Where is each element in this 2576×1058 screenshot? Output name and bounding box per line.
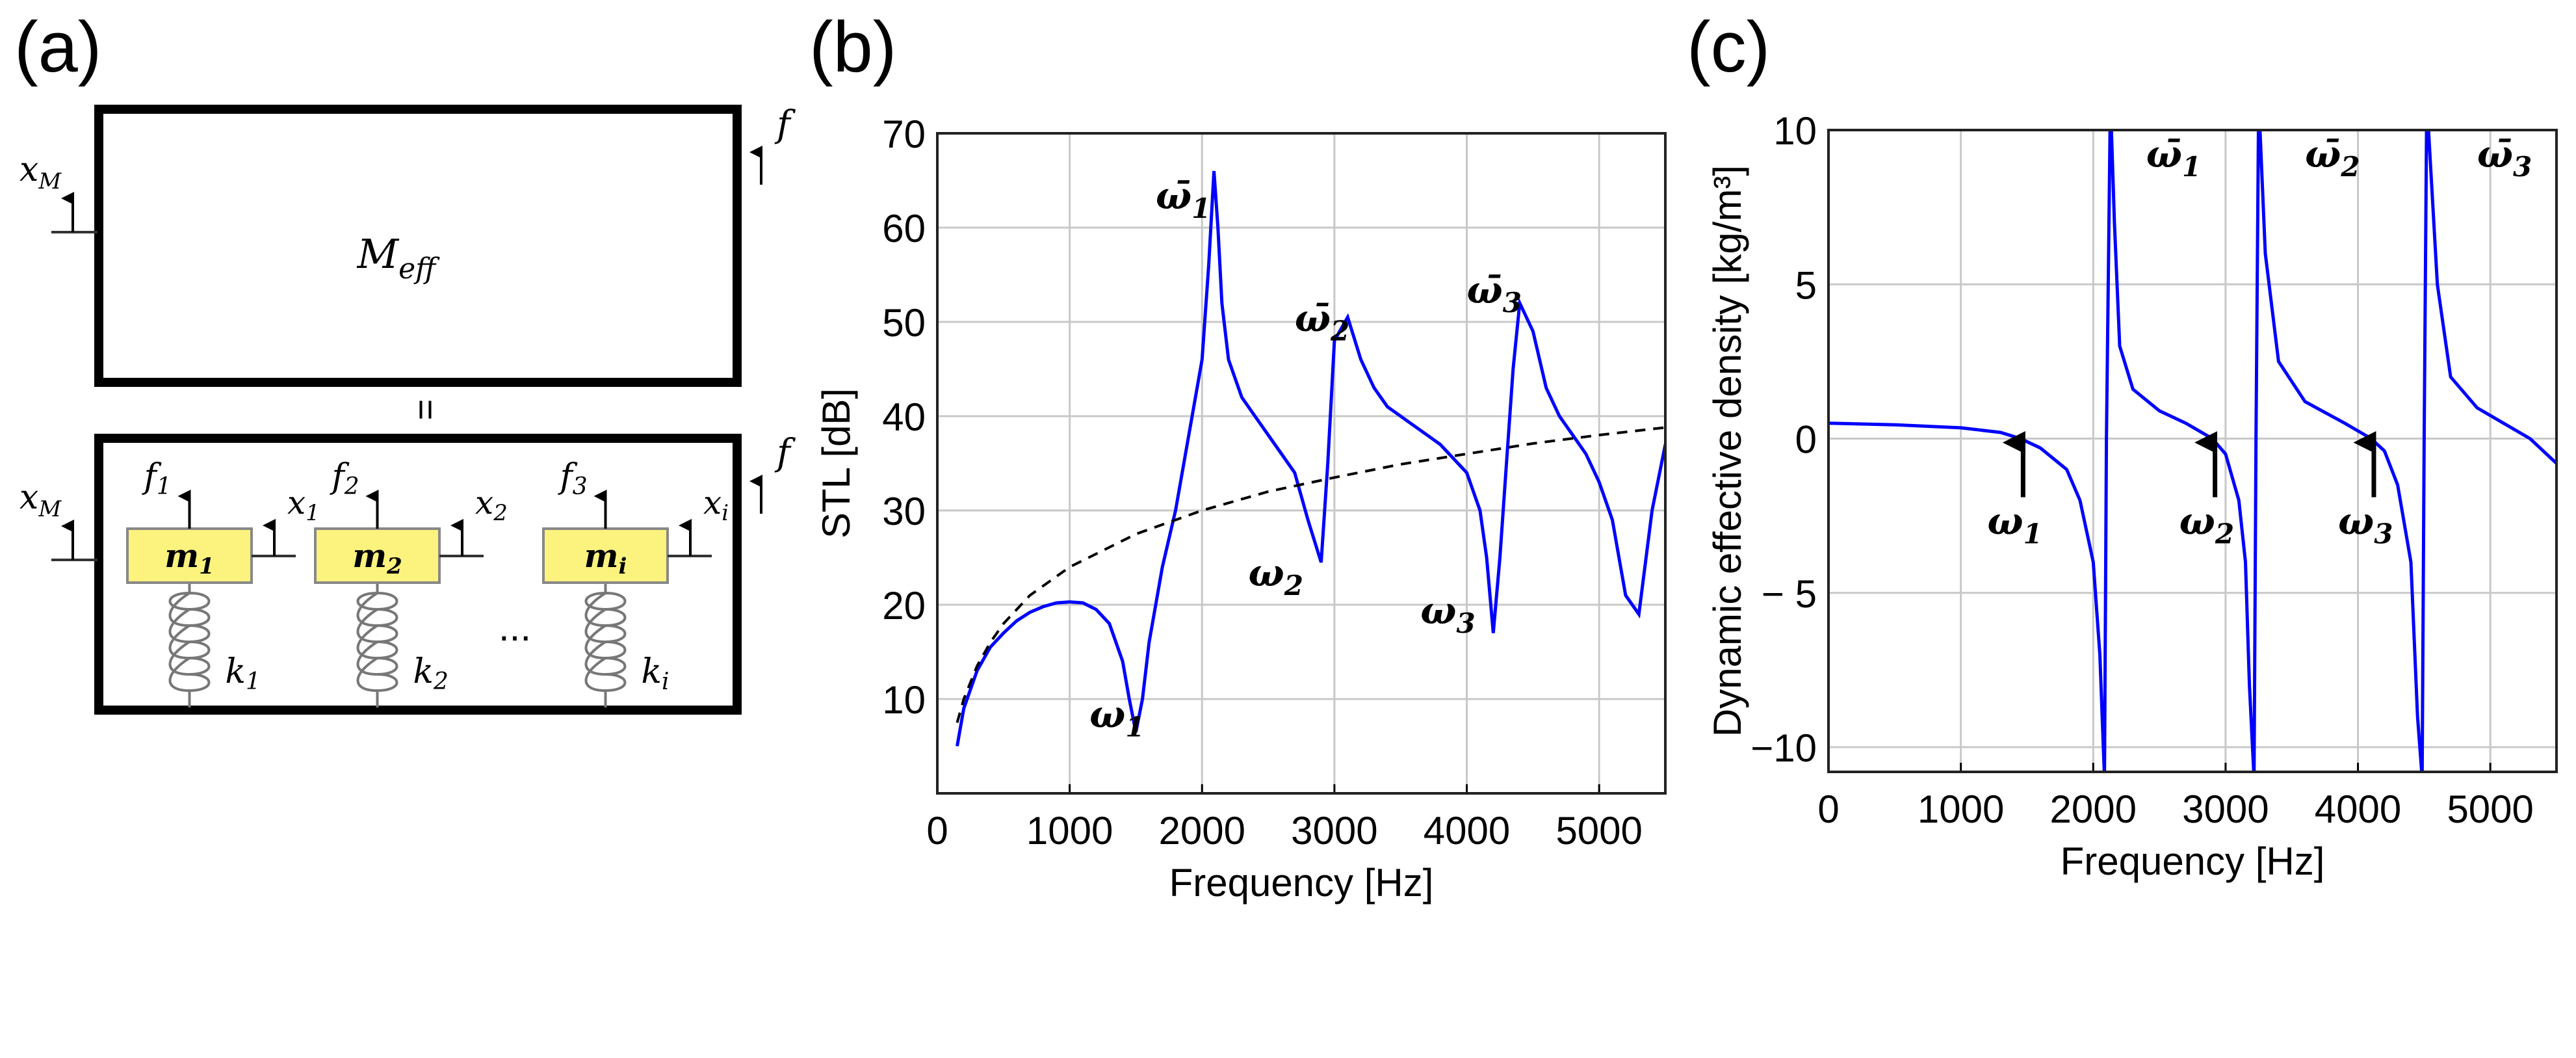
x-tick-label: 1000	[1026, 809, 1113, 853]
y-tick-label: 5	[1795, 263, 1817, 307]
y-tick-label: 20	[882, 584, 926, 628]
mass-label: m2	[352, 536, 402, 579]
y-tick-label: 70	[882, 112, 926, 156]
displacement-label: x1	[287, 484, 320, 526]
x-tick-label: 5000	[2447, 787, 2533, 831]
zero-crossing-label: ω1	[1987, 499, 2042, 550]
y-tick-label: 10	[1773, 109, 1817, 153]
x-tick-label: 2000	[1159, 809, 1245, 853]
annotation-label: ω3	[1420, 589, 1475, 639]
data-line	[1828, 130, 2556, 772]
resonator: mi f3 xi ki	[542, 457, 729, 708]
x-tick-label: 0	[926, 809, 948, 853]
top-force-label: f	[774, 103, 796, 146]
spring-icon	[356, 583, 398, 708]
x-tick-label: 2000	[2050, 787, 2137, 831]
displacement-label: x2	[475, 484, 508, 526]
x-tick-label: 4000	[1424, 809, 1510, 853]
displacement-label: xi	[703, 484, 729, 526]
y-tick-label: 10	[882, 678, 926, 722]
annotation-label: ω̄1	[1156, 174, 1210, 224]
y-tick-label: 50	[882, 301, 926, 345]
x-axis-label: Frequency [Hz]	[2061, 840, 2325, 883]
y-tick-label: −10	[1750, 726, 1817, 770]
equals-sign: =	[406, 399, 447, 421]
force-label: f2	[330, 457, 359, 500]
force-label: f3	[558, 457, 588, 500]
resonator: m2 f2 x2 k2	[314, 457, 508, 708]
bottom-force-label: f	[774, 432, 796, 474]
y-tick-label: 60	[882, 207, 926, 250]
resonators: m1 f1 x1 k1 m2 f2 x2 k2 mi f3 xi ki	[126, 457, 729, 708]
annotation-label: ω̄3	[1467, 268, 1522, 319]
x-tick-label: 0	[1817, 787, 1839, 831]
ellipsis: ...	[499, 605, 531, 649]
x-tick-label: 1000	[1918, 787, 2004, 831]
annotation-label: ω̄2	[2305, 132, 2360, 183]
y-tick-label: 30	[882, 490, 926, 533]
x-tick-label: 3000	[1291, 809, 1377, 853]
bottom-xm-label: xM	[20, 478, 62, 522]
annotation-label: ω̄2	[1295, 297, 1349, 347]
spring-label: k1	[226, 652, 261, 695]
zero-crossing-label: ω3	[2338, 499, 2393, 550]
top-xm-label: xM	[20, 150, 62, 194]
resonator: m1 f1 x1 k1	[126, 457, 320, 708]
x-tick-label: 3000	[2182, 787, 2269, 831]
plot-frame	[936, 132, 1667, 795]
stl-chart: 0 1000 2000 3000 4000 5000 10 20 30 40 50 60 70 ω̄1 ω̄…	[814, 112, 1667, 905]
spring-icon	[168, 583, 211, 708]
panel-label-c: (c)	[1687, 7, 1770, 87]
spring-label: k2	[413, 652, 449, 695]
mass-spring-diagram: Meff xM f = xM f ... m1 f1 x1 k1 m2 f2 x2 k2 mi f…	[20, 103, 796, 715]
annotation-label: ω1	[1089, 693, 1144, 743]
annotation-label: ω̄3	[2477, 132, 2532, 183]
effective-mass-label: Meff	[357, 230, 441, 285]
panel-label-a: (a)	[14, 7, 101, 87]
mass-label: mi	[584, 536, 627, 579]
x-axis-label: Frequency [Hz]	[1169, 861, 1434, 905]
x-tick-label: 5000	[1555, 809, 1642, 853]
annotation-label: ω2	[1249, 551, 1303, 602]
annotation-label: ω̄1	[2146, 132, 2201, 183]
panel-label-b: (b)	[809, 7, 896, 87]
y-tick-label: − 5	[1762, 572, 1817, 616]
mass-label: m1	[164, 536, 215, 579]
mass-law-line	[956, 426, 1665, 723]
x-tick-label: 4000	[2315, 787, 2401, 831]
y-axis-label: Dynamic effective density [kg/m³]	[1706, 165, 1749, 737]
effective-mass-box	[94, 105, 742, 387]
data-line	[956, 170, 1665, 747]
density-chart: 0 1000 2000 3000 4000 5000 −10 − 5 0 5 10 ω̄1 ω̄2 ω̄3…	[1706, 109, 2558, 883]
y-tick-label: 40	[882, 395, 926, 439]
spring-icon	[584, 583, 627, 708]
spring-label: ki	[642, 652, 670, 695]
y-axis-label: STL [dB]	[814, 388, 858, 538]
zero-crossing-label: ω2	[2179, 499, 2234, 550]
plot-frame	[1827, 129, 2558, 773]
resonator-box	[94, 434, 742, 715]
y-tick-label: 0	[1795, 418, 1817, 462]
force-label: f1	[142, 457, 172, 500]
